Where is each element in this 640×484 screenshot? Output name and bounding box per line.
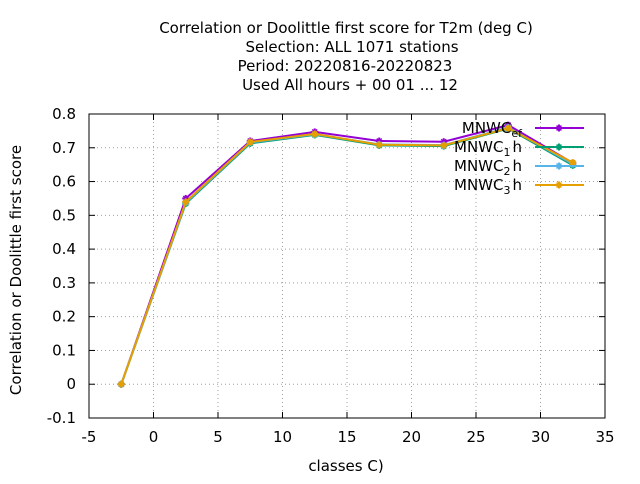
y-tick-label: 0.1 — [52, 341, 76, 359]
legend-label-suffix: h — [512, 176, 522, 194]
legend-label-suffix: h — [512, 138, 522, 156]
data-point-d2 — [569, 159, 576, 166]
chart-title: Correlation or Doolittle first score for… — [159, 19, 533, 94]
data-point — [504, 124, 512, 132]
data-point-d2 — [556, 163, 562, 169]
data-point-d2 — [556, 182, 562, 188]
series-line — [120, 127, 574, 385]
legend-entry-4: MNWC3 h — [454, 176, 584, 197]
y-tick-label: -0.1 — [47, 409, 76, 427]
x-tick-label: -5 — [82, 428, 97, 446]
y-tick-label: 0.4 — [52, 240, 76, 258]
data-point-d2 — [440, 142, 447, 149]
y-tick-label: 0.6 — [52, 173, 76, 191]
y-tick-label: 0.2 — [52, 308, 76, 326]
grid — [89, 114, 605, 418]
legend-label-base: MNWC — [462, 119, 511, 137]
data-point-d2 — [311, 130, 318, 137]
series-3 — [117, 124, 577, 388]
data-point — [311, 130, 319, 138]
x-tick-label: 20 — [402, 428, 421, 446]
title-line-3: Period: 20220816-20220823 — [238, 57, 453, 75]
x-tick-label: 5 — [213, 428, 223, 446]
legend-entry-1: MNWCef — [462, 119, 584, 140]
legend-label-suffix: h — [512, 157, 522, 175]
data-point — [440, 141, 448, 149]
data-point — [117, 380, 125, 388]
data-point — [182, 198, 190, 206]
x-axis-label: classes C) — [308, 457, 383, 475]
y-axis-label: Correlation or Doolittle first score — [7, 145, 25, 395]
series-4 — [117, 124, 577, 388]
legend-label: MNWC1 h — [454, 138, 522, 159]
legend-label: MNWC2 h — [454, 157, 522, 178]
legend-label: MNWCef — [462, 119, 523, 140]
data-point-d2 — [556, 125, 562, 131]
data-point-d2 — [118, 381, 125, 388]
x-tick-label: 30 — [531, 428, 550, 446]
data-point-d2 — [556, 144, 562, 150]
data-point-d2 — [247, 139, 254, 146]
data-point — [246, 138, 254, 146]
legend-label-subscript: ef — [511, 127, 523, 140]
y-tick-label: 0.8 — [52, 105, 76, 123]
data-point — [375, 141, 383, 149]
data-point-d2 — [182, 198, 189, 205]
data-point-d2 — [505, 125, 512, 132]
x-tick-label: 25 — [466, 428, 485, 446]
legend-label-subscript: 2 — [503, 165, 510, 178]
data-point — [569, 159, 577, 167]
y-tick-label: 0.7 — [52, 139, 76, 157]
title-line-2: Selection: ALL 1071 stations — [245, 38, 458, 56]
legend-label-subscript: 3 — [503, 184, 510, 197]
legend-swatch-marker — [555, 181, 563, 189]
legend-entry-2: MNWC1 h — [454, 138, 584, 159]
y-tick-label: 0 — [66, 375, 76, 393]
legend-label-base: MNWC — [454, 138, 503, 156]
x-tick-label: 15 — [337, 428, 356, 446]
x-tick-label: 10 — [273, 428, 292, 446]
title-line-1: Correlation or Doolittle first score for… — [159, 19, 533, 37]
legend-label-base: MNWC — [454, 176, 503, 194]
y-tick-label: 0.5 — [52, 206, 76, 224]
x-tick-label: 0 — [149, 428, 159, 446]
axes: -5 0 5 10 15 20 25 30 35 -0.1 0 0.1 0.2 0.3 0.4 0.5 0.6 0… — [47, 105, 615, 446]
series-line — [120, 124, 574, 385]
legend-swatch-marker — [555, 124, 563, 132]
title-line-4: Used All hours + 00 01 ... 12 — [242, 76, 458, 94]
legend-label-subscript: 1 — [503, 146, 510, 159]
legend-swatch-marker — [555, 143, 563, 151]
legend-entry-3: MNWC2 h — [454, 157, 584, 178]
legend-label-base: MNWC — [454, 157, 503, 175]
x-tick-label: 35 — [595, 428, 614, 446]
legend-label: MNWC3 h — [454, 176, 522, 197]
y-tick-label: 0.3 — [52, 274, 76, 292]
legend-swatch-marker — [555, 162, 563, 170]
series-layer — [117, 121, 577, 388]
data-point-d2 — [376, 141, 383, 148]
